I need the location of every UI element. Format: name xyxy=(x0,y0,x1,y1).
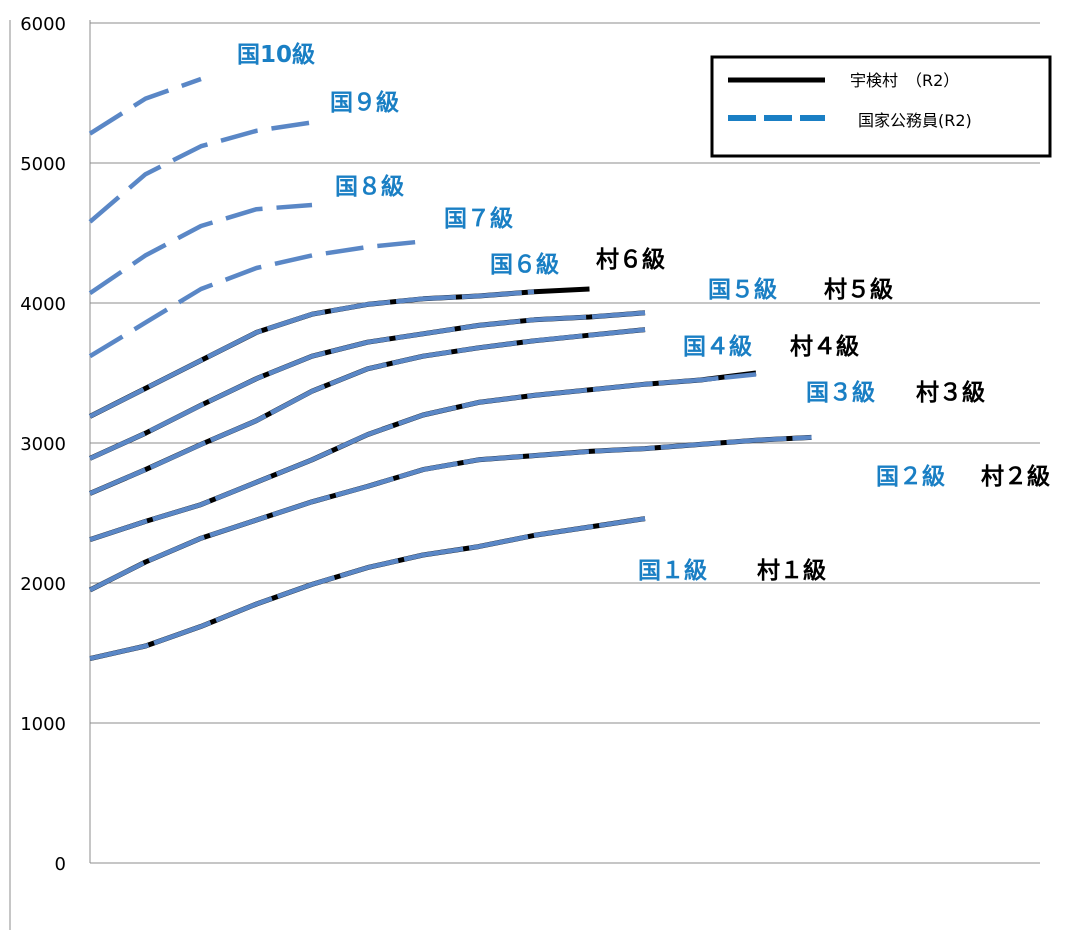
gridlines xyxy=(90,22,1040,864)
y-tick-label-2000: 2000 xyxy=(20,574,66,595)
village-series-label-5: 村５級 xyxy=(824,276,893,303)
national-series-label-1: 国１級 xyxy=(638,557,707,584)
national-series-label-4: 国４級 xyxy=(683,333,752,360)
national-series-label-2: 国２級 xyxy=(876,463,945,490)
legend: 宇検村 （R2） 国家公務員(R2) xyxy=(710,55,1052,158)
national-series-line-7 xyxy=(88,239,424,359)
national-series-line-8 xyxy=(88,202,313,296)
y-tick-label-1000: 1000 xyxy=(20,714,66,735)
national-series-label-9: 国９級 xyxy=(330,89,399,116)
national-series-line-9 xyxy=(88,120,313,224)
national-series-label-10: 国10級 xyxy=(237,41,315,68)
national-series-label-6: 国６級 xyxy=(490,251,559,278)
village-series-line-3 xyxy=(89,370,757,542)
national-series-line-10 xyxy=(88,76,202,136)
y-tick-label-3000: 3000 xyxy=(20,434,66,455)
national-series-label-5: 国５級 xyxy=(708,276,777,303)
series-layer xyxy=(88,76,812,662)
legend-label-national: 国家公務員(R2) xyxy=(858,111,972,130)
y-tick-label-4000: 4000 xyxy=(20,294,66,315)
national-series-label-8: 国８級 xyxy=(335,173,404,200)
national-series-line-4 xyxy=(89,327,646,496)
village-series-label-2: 村２級 xyxy=(981,463,1050,490)
legend-box xyxy=(710,55,1052,158)
y-tick-label-6000: 6000 xyxy=(20,14,66,35)
national-series-line-2 xyxy=(88,435,812,593)
national-series-line-6 xyxy=(88,289,535,419)
y-tick-label-0: 0 xyxy=(55,854,66,875)
village-series-label-3: 村３級 xyxy=(916,379,985,406)
village-series-label-6: 村６級 xyxy=(596,246,665,273)
village-series-line-4 xyxy=(89,327,646,496)
national-series-label-3: 国３級 xyxy=(806,379,875,406)
y-tick-label-5000: 5000 xyxy=(20,154,66,175)
national-series-line-3 xyxy=(89,372,757,542)
national-series-line-5 xyxy=(89,310,646,461)
national-series-line-1 xyxy=(89,516,646,661)
national-series-label-7: 国７級 xyxy=(444,205,513,232)
y-axis-ticks: 0 1000 2000 3000 4000 5000 6000 xyxy=(20,14,66,875)
village-series-label-1: 村１級 xyxy=(757,557,826,584)
village-series-label-4: 村４級 xyxy=(790,333,859,360)
legend-label-village: 宇検村 （R2） xyxy=(850,71,959,90)
